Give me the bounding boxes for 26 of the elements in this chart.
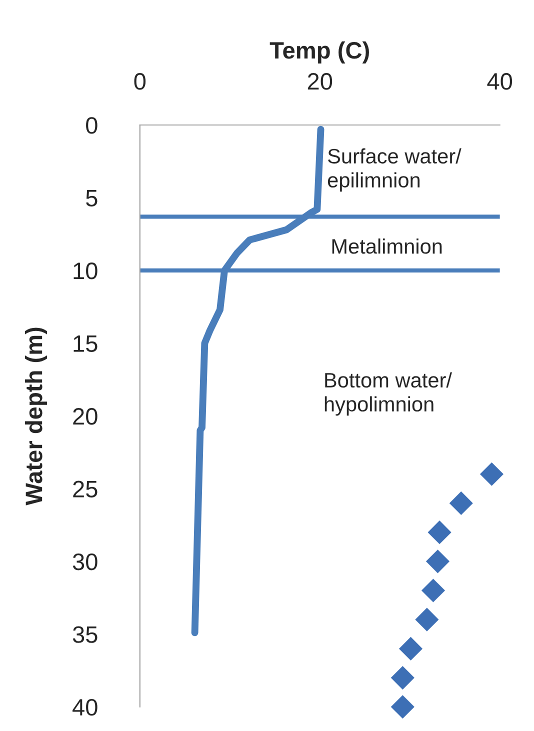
- point: [422, 579, 445, 602]
- point: [428, 520, 452, 544]
- x-tick-label: 40: [487, 73, 512, 90]
- y-tick-label: 20: [73, 408, 98, 425]
- y-tick-label: 35: [72, 626, 98, 643]
- y-tick-label: 10: [74, 262, 98, 280]
- x-tick-label: 0: [134, 73, 146, 90]
- point: [426, 550, 450, 573]
- point: [391, 666, 414, 690]
- annotation: Bottom water/ hypolimnion: [324, 372, 452, 416]
- point: [450, 492, 473, 515]
- point: [399, 637, 422, 660]
- x-axis-title: Temp (C): [270, 41, 369, 64]
- y-tick-label: 40: [72, 698, 98, 716]
- point: [391, 695, 414, 718]
- point: [415, 608, 438, 632]
- y-tick-label: 15: [74, 336, 98, 352]
- y-axis-title: Water depth (m): [24, 328, 47, 506]
- y-tick-label: 25: [73, 480, 98, 498]
- annotation: Metalimnion: [332, 238, 442, 254]
- y-tick-label: 5: [86, 190, 98, 207]
- y-tick-label: 0: [86, 117, 98, 134]
- x-tick-label: 20: [308, 73, 332, 90]
- y-tick-label: 30: [72, 553, 98, 570]
- annotation: Surface water/ epilimnion: [328, 148, 462, 192]
- point: [480, 462, 504, 486]
